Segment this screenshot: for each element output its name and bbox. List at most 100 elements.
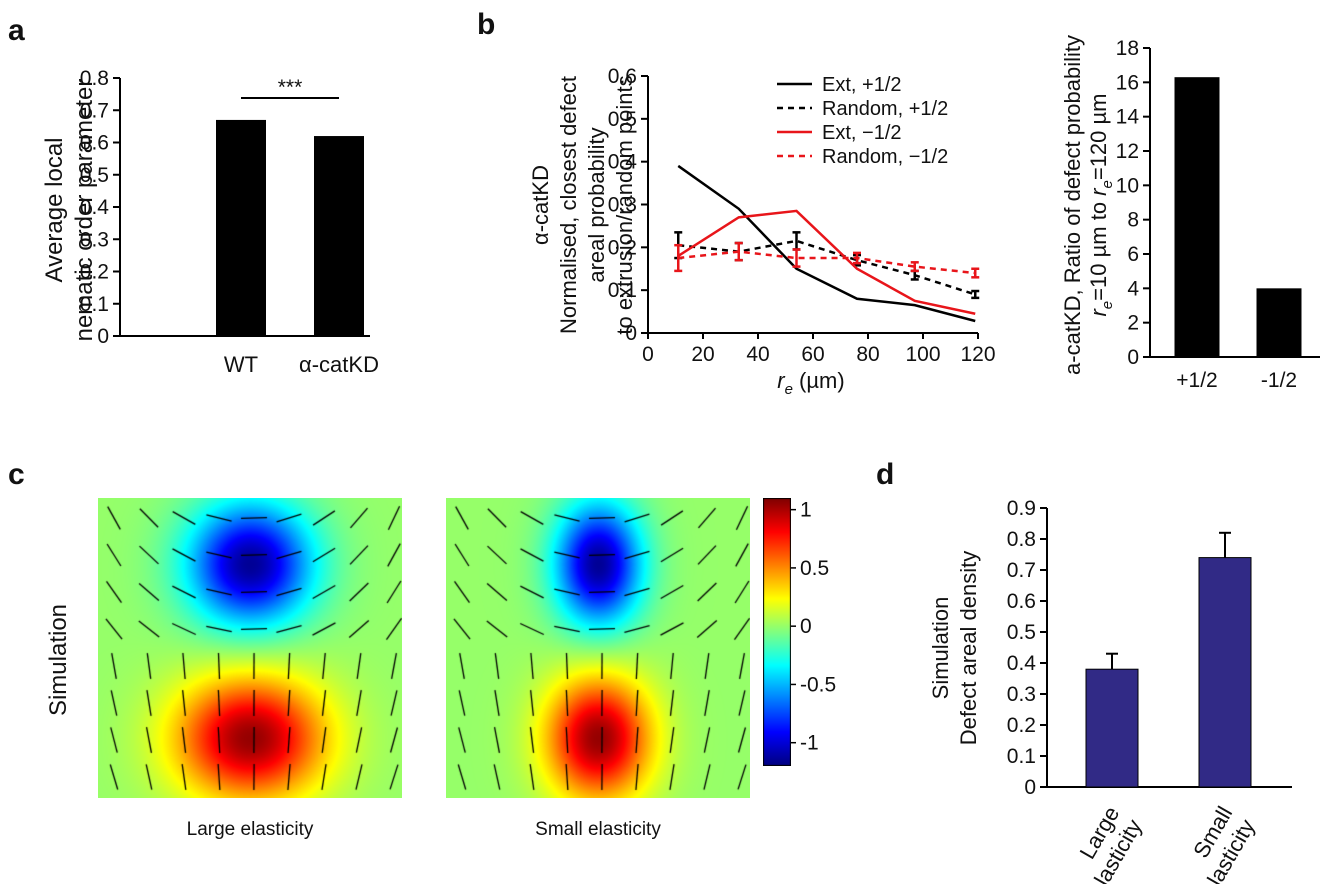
b-x-label-symbol: r (777, 368, 786, 393)
b-series-line (677, 164, 976, 323)
b2-label-sub: e (1099, 301, 1116, 309)
b-x-tick-label: 80 (856, 343, 879, 366)
b-y-label-line: areal probability (584, 127, 609, 282)
b-legend-label: Ext, +1/2 (822, 74, 902, 96)
d-y-tick-label: 0.1 (1007, 745, 1036, 768)
b-y-label-line: Normalised, closest defect (556, 76, 581, 334)
d-bar (1198, 557, 1252, 788)
b-y-tick-label: 0.4 (608, 151, 638, 174)
a-y-tick-label: 0.3 (80, 228, 109, 251)
b2-bar (1256, 288, 1302, 357)
b-y-tick-label: 0.5 (608, 108, 637, 131)
b2-bar (1174, 77, 1220, 357)
d-y-tick-label: 0.4 (1007, 652, 1037, 675)
b2-y-tick-label: 16 (1116, 71, 1139, 94)
b2-y-axis-label-line2: re=10 µm to re=120 µm (1086, 93, 1116, 316)
a-y-axis-label: Average local nematic order parameter (41, 79, 98, 342)
b2-label-r: r (1086, 187, 1111, 196)
panel-a-chart: 0 0.1 0.2 0.3 0.4 0.5 0.6 0.7 0.8 WT α-catKD *** Ave… (41, 67, 379, 377)
b-y-label-line: to extrusion/random points (612, 75, 637, 334)
b-legend-label: Random, −1/2 (822, 146, 948, 168)
d-y-tick-label: 0 (1024, 776, 1036, 799)
a-y-tick-label: 0.6 (80, 132, 109, 155)
d-y-tick-label: 0.2 (1007, 714, 1036, 737)
a-y-tick-label: 0.5 (80, 164, 109, 187)
b2-y-tick-label: 10 (1116, 174, 1139, 197)
d-y-tick-label: 0.5 (1007, 621, 1036, 644)
b-y-tick-label: 0.3 (608, 194, 637, 217)
b2-label-end: =120 µm (1086, 93, 1111, 180)
d-y-tick-label: 0.9 (1007, 497, 1036, 520)
a-y-tick-label: 0.8 (80, 67, 109, 90)
b-x-tick-label: 60 (801, 343, 824, 366)
d-y-axis-label: Simulation Defect areal density (928, 551, 981, 745)
b-x-axis-label: re (µm) (777, 368, 844, 398)
b-x-label-subscript: e (785, 381, 793, 398)
b-series-line (677, 209, 976, 315)
d-bar (1085, 668, 1139, 788)
b-x-tick-label: 40 (746, 343, 769, 366)
b2-x-tick-label: +1/2 (1176, 369, 1217, 392)
a-bar (314, 136, 364, 336)
a-y-tick-label: 0.4 (80, 196, 110, 219)
a-x-tick-label: α-catKD (299, 352, 379, 377)
b-y-tick-label: 0.1 (608, 279, 637, 302)
c-y-axis-label: Simulation (45, 604, 72, 716)
b2-y-tick-label: 4 (1127, 277, 1139, 300)
d-x-tick-label: Smallelasticity (1173, 802, 1259, 884)
colorbar (763, 498, 791, 766)
b-y-tick-label: 0 (625, 322, 637, 345)
panel-letter-d: d (876, 458, 894, 491)
a-y-tick-label: 0.7 (80, 99, 109, 122)
b2-y-tick-label: 12 (1116, 140, 1139, 163)
panel-c-heatmaps: Large elasticity Small elasticity 1 0.5 0 -0.… (45, 499, 836, 840)
d-y-label-line: Simulation (928, 597, 953, 700)
d-x-tick-label: Largeelasticity (1060, 802, 1146, 884)
b-x-tick-label: 120 (960, 343, 995, 366)
b-y-axis-label: α-catKD Normalised, closest defect areal p… (528, 75, 637, 334)
c-map-caption: Large elasticity (187, 819, 314, 840)
b-series-line (678, 239, 976, 296)
colorbar-tick-label: 0.5 (800, 557, 829, 580)
b2-label-mid: =10 µm to (1086, 196, 1111, 301)
b2-y-tick-label: 6 (1127, 243, 1139, 266)
panel-letter-b: b (477, 8, 495, 41)
a-y-label-line: Average local (41, 138, 68, 283)
b-x-tick-label: 0 (642, 343, 654, 366)
b2-y-tick-label: 18 (1116, 37, 1139, 60)
heatmap-large-elasticity (98, 498, 402, 798)
b-y-label-line: α-catKD (528, 165, 553, 245)
panel-letter-c: c (8, 458, 25, 491)
b2-label-sub: e (1099, 180, 1116, 188)
b2-y-tick-label: 2 (1127, 312, 1139, 335)
d-y-tick-label: 0.7 (1007, 559, 1036, 582)
b2-y-tick-label: 8 (1127, 209, 1139, 232)
b2-y-axis-label-line1: a-catKD, Ratio of defect probability (1060, 35, 1085, 375)
panel-d-chart: 0 0.1 0.2 0.3 0.4 0.5 0.6 0.7 0.8 0.9 Largeelastic… (928, 497, 1292, 889)
heatmap-small-elasticity (446, 498, 750, 798)
colorbar-tick-label: 0 (800, 615, 812, 638)
a-y-label-line: nematic order parameter (71, 79, 98, 342)
b-y-tick-label: 0.6 (608, 65, 637, 88)
b-x-tick-label: 100 (905, 343, 940, 366)
b-x-tick-label: 20 (691, 343, 714, 366)
colorbar-tick-label: -1 (800, 732, 819, 755)
b-y-tick-label: 0.2 (608, 236, 637, 259)
a-y-tick-label: 0.2 (80, 261, 109, 284)
colorbar-tick-label: -0.5 (800, 673, 836, 696)
d-y-tick-label: 0.6 (1007, 590, 1036, 613)
b2-x-tick-label: -1/2 (1261, 369, 1297, 392)
panel-b-ratio-chart: 0 2 4 6 8 10 12 14 16 18 +1/2 -1/2 a-catKD, Ratio of… (1060, 35, 1320, 392)
b-legend-label: Ext, −1/2 (822, 122, 902, 144)
panel-b-line-chart: 0 0.1 0.2 0.3 0.4 0.5 0.6 0 20 40 60 80 100 120 re (µm… (528, 65, 996, 398)
colorbar-tick-label: 1 (800, 499, 812, 522)
b-legend-label: Random, +1/2 (822, 98, 948, 120)
b-x-label-unit: (µm) (793, 368, 845, 393)
b-series-line (678, 250, 976, 275)
a-y-tick-label: 0.1 (80, 293, 109, 316)
d-y-tick-label: 0.3 (1007, 683, 1036, 706)
b2-y-tick-label: 0 (1127, 346, 1139, 369)
a-bar (216, 119, 266, 336)
d-y-tick-label: 0.8 (1007, 528, 1036, 551)
